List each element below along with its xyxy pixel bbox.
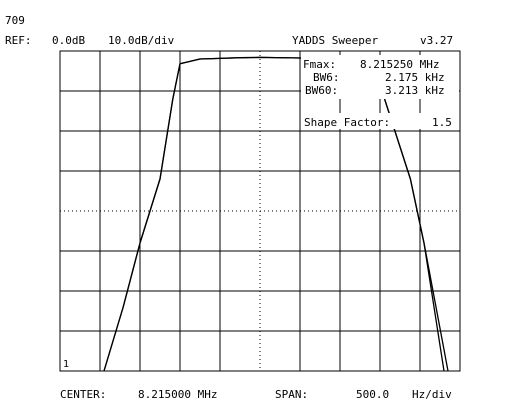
readout-panel <box>301 55 459 99</box>
trace-marker: 1 <box>63 359 70 370</box>
scale-per-div: 10.0dB/div <box>108 34 175 47</box>
shape-factor-label: Shape Factor: <box>304 116 391 129</box>
grid <box>59 50 461 372</box>
bw6-label: BW6: <box>313 71 340 84</box>
shape-factor-value: 1.5 <box>432 116 452 129</box>
span-label: SPAN: <box>275 388 309 401</box>
bw60-value: 3.213 kHz <box>385 84 445 97</box>
trace-layer <box>103 55 459 372</box>
trace-id: 709 <box>5 14 25 27</box>
app-title: YADDS Sweeper <box>292 34 379 47</box>
response-trace-2 <box>103 56 445 372</box>
center-label: CENTER: <box>60 388 107 401</box>
app-version: v3.27 <box>420 34 454 47</box>
shape-factor-panel <box>301 113 459 129</box>
response-trace-1 <box>103 56 449 372</box>
span-value: 500.0 <box>356 388 390 401</box>
fmax-value: 8.215250 MHz <box>360 58 440 71</box>
fmax-label: Fmax: <box>303 58 337 71</box>
bw60-label: BW60: <box>305 84 339 97</box>
ref-label: REF: <box>5 34 32 47</box>
bw6-value: 2.175 kHz <box>385 71 445 84</box>
ref-level: 0.0dB <box>52 34 86 47</box>
span-unit: Hz/div <box>412 388 452 401</box>
center-frequency: 8.215000 MHz <box>138 388 218 401</box>
